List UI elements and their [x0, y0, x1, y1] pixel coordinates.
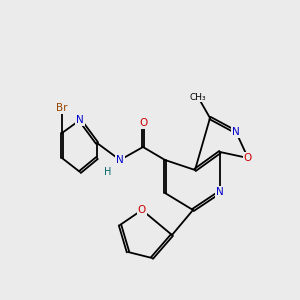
Text: O: O: [244, 153, 252, 163]
Text: H: H: [104, 167, 112, 177]
Text: CH₃: CH₃: [190, 92, 206, 101]
Text: O: O: [138, 205, 146, 215]
Text: Br: Br: [56, 103, 68, 113]
Text: N: N: [116, 155, 124, 165]
Text: N: N: [76, 115, 84, 125]
Text: N: N: [216, 187, 224, 197]
Text: N: N: [232, 127, 240, 137]
Text: O: O: [139, 118, 147, 128]
